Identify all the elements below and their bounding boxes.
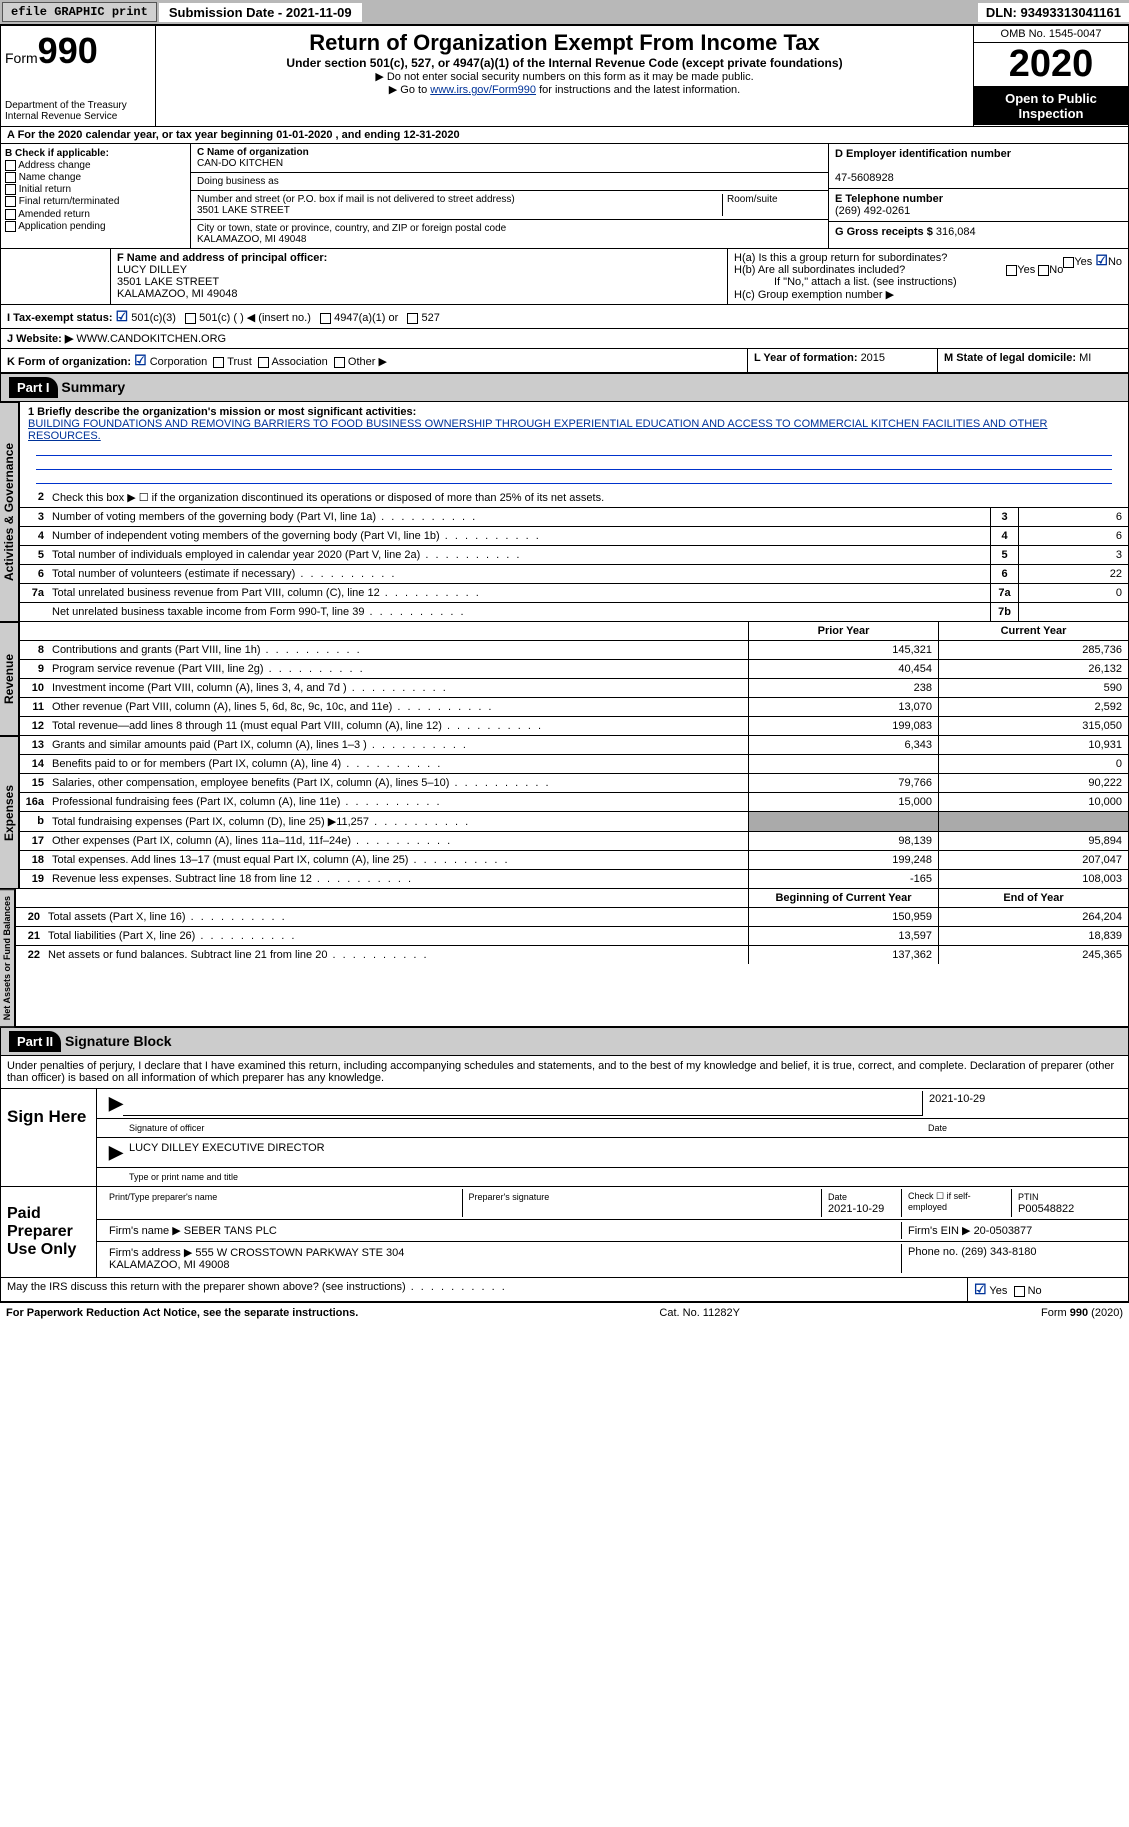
summary-line: 10Investment income (Part VIII, column (… bbox=[20, 679, 1128, 698]
website-row: J Website: ▶ WWW.CANDOKITCHEN.ORG bbox=[0, 329, 1129, 349]
org-city: KALAMAZOO, MI 49048 bbox=[197, 234, 307, 245]
summary-line: 13Grants and similar amounts paid (Part … bbox=[20, 736, 1128, 755]
summary-line: 20Total assets (Part X, line 16)150,9592… bbox=[16, 908, 1128, 927]
arrow-icon: ▶ bbox=[103, 1091, 123, 1116]
officer-name: LUCY DILLEY bbox=[117, 264, 187, 276]
irs-discuss-row: May the IRS discuss this return with the… bbox=[0, 1278, 1129, 1302]
efile-print-button[interactable]: efile GRAPHIC print bbox=[2, 2, 157, 22]
chk-app-pending[interactable]: Application pending bbox=[5, 221, 186, 232]
summary-line: 12Total revenue—add lines 8 through 11 (… bbox=[20, 717, 1128, 735]
summary-line: 18Total expenses. Add lines 13–17 (must … bbox=[20, 851, 1128, 870]
entity-info: B Check if applicable: Address change Na… bbox=[0, 144, 1129, 249]
summary-line: 19Revenue less expenses. Subtract line 1… bbox=[20, 870, 1128, 888]
part-1: Part I Summary Activities & Governance 1… bbox=[0, 373, 1129, 1027]
page-footer: For Paperwork Reduction Act Notice, see … bbox=[0, 1302, 1129, 1323]
tab-net-assets: Net Assets or Fund Balances bbox=[0, 889, 15, 1027]
form-subtitle: Under section 501(c), 527, or 4947(a)(1)… bbox=[160, 56, 969, 70]
arrow-icon: ▶ bbox=[103, 1140, 123, 1165]
org-name: CAN-DO KITCHEN bbox=[197, 158, 283, 169]
mission-text: BUILDING FOUNDATIONS AND REMOVING BARRIE… bbox=[28, 418, 1120, 442]
summary-line: 15Salaries, other compensation, employee… bbox=[20, 774, 1128, 793]
ein: 47-5608928 bbox=[835, 172, 894, 184]
irs-link[interactable]: www.irs.gov/Form990 bbox=[430, 84, 536, 96]
tab-revenue: Revenue bbox=[0, 622, 19, 736]
form-number: Form990 bbox=[5, 30, 151, 72]
gross-receipts: 316,084 bbox=[936, 226, 976, 238]
paid-preparer-block: Paid Preparer Use Only Print/Type prepar… bbox=[0, 1187, 1129, 1278]
summary-line: 9Program service revenue (Part VIII, lin… bbox=[20, 660, 1128, 679]
part-2: Part II Signature Block Under penalties … bbox=[0, 1027, 1129, 1302]
box-de: D Employer identification number 47-5608… bbox=[828, 144, 1128, 248]
box-c: C Name of organization CAN-DO KITCHEN Do… bbox=[191, 144, 828, 248]
summary-line: 22Net assets or fund balances. Subtract … bbox=[16, 946, 1128, 964]
tax-status-row: I Tax-exempt status: ☑ 501(c)(3) 501(c) … bbox=[0, 305, 1129, 329]
chk-initial-return[interactable]: Initial return bbox=[5, 184, 186, 195]
dept-treasury: Department of the Treasury Internal Reve… bbox=[5, 100, 151, 122]
chk-name-change[interactable]: Name change bbox=[5, 172, 186, 183]
chk-address-change[interactable]: Address change bbox=[5, 160, 186, 171]
perjury-declaration: Under penalties of perjury, I declare th… bbox=[0, 1056, 1129, 1089]
sig-date: 2021-10-29 bbox=[922, 1091, 1122, 1116]
box-b: B Check if applicable: Address change Na… bbox=[1, 144, 191, 248]
form-org-row: K Form of organization: ☑ Corporation Tr… bbox=[0, 349, 1129, 373]
firm-ein: 20-0503877 bbox=[974, 1225, 1033, 1237]
part-2-header: Part II bbox=[9, 1031, 61, 1052]
summary-line: 3Number of voting members of the governi… bbox=[20, 508, 1128, 527]
summary-line: 5Total number of individuals employed in… bbox=[20, 546, 1128, 565]
summary-line: bTotal fundraising expenses (Part IX, co… bbox=[20, 812, 1128, 832]
chk-amended[interactable]: Amended return bbox=[5, 209, 186, 220]
tax-year: 2020 bbox=[974, 43, 1128, 87]
chk-final-return[interactable]: Final return/terminated bbox=[5, 196, 186, 207]
top-bar: efile GRAPHIC print Submission Date - 20… bbox=[0, 0, 1129, 25]
form-title: Return of Organization Exempt From Incom… bbox=[160, 30, 969, 56]
ptin: P00548822 bbox=[1018, 1203, 1074, 1215]
tab-expenses: Expenses bbox=[0, 736, 19, 889]
phone: (269) 492-0261 bbox=[835, 205, 910, 217]
part-1-header: Part I bbox=[9, 377, 58, 398]
dln-label: DLN: 93493313041161 bbox=[978, 3, 1129, 22]
summary-line: 4Number of independent voting members of… bbox=[20, 527, 1128, 546]
firm-phone: (269) 343-8180 bbox=[961, 1246, 1036, 1258]
officer-group-row: F Name and address of principal officer:… bbox=[0, 249, 1129, 305]
org-street: 3501 LAKE STREET bbox=[197, 205, 290, 216]
tab-activities-governance: Activities & Governance bbox=[0, 402, 19, 622]
summary-line: 21Total liabilities (Part X, line 26)13,… bbox=[16, 927, 1128, 946]
summary-line: 11Other revenue (Part VIII, column (A), … bbox=[20, 698, 1128, 717]
submission-date: Submission Date - 2021-11-09 bbox=[159, 3, 362, 22]
tax-period: A For the 2020 calendar year, or tax yea… bbox=[0, 127, 1129, 144]
sign-here-block: Sign Here ▶ 2021-10-29 Signature of offi… bbox=[0, 1089, 1129, 1187]
omb-number: OMB No. 1545-0047 bbox=[974, 26, 1128, 43]
summary-line: 16aProfessional fundraising fees (Part I… bbox=[20, 793, 1128, 812]
website: WWW.CANDOKITCHEN.ORG bbox=[76, 333, 226, 345]
firm-name: SEBER TANS PLC bbox=[184, 1225, 277, 1237]
open-to-public: Open to Public Inspection bbox=[974, 87, 1128, 125]
ssn-note: ▶ Do not enter social security numbers o… bbox=[160, 70, 969, 83]
summary-line: 6Total number of volunteers (estimate if… bbox=[20, 565, 1128, 584]
summary-line: 7aTotal unrelated business revenue from … bbox=[20, 584, 1128, 603]
summary-line: Net unrelated business taxable income fr… bbox=[20, 603, 1128, 621]
goto-note: ▶ Go to www.irs.gov/Form990 for instruct… bbox=[160, 83, 969, 96]
summary-line: 17Other expenses (Part IX, column (A), l… bbox=[20, 832, 1128, 851]
officer-print-name: LUCY DILLEY EXECUTIVE DIRECTOR bbox=[123, 1140, 1122, 1165]
summary-line: 14Benefits paid to or for members (Part … bbox=[20, 755, 1128, 774]
form-header: Form990 Department of the Treasury Inter… bbox=[0, 25, 1129, 127]
summary-line: 8Contributions and grants (Part VIII, li… bbox=[20, 641, 1128, 660]
